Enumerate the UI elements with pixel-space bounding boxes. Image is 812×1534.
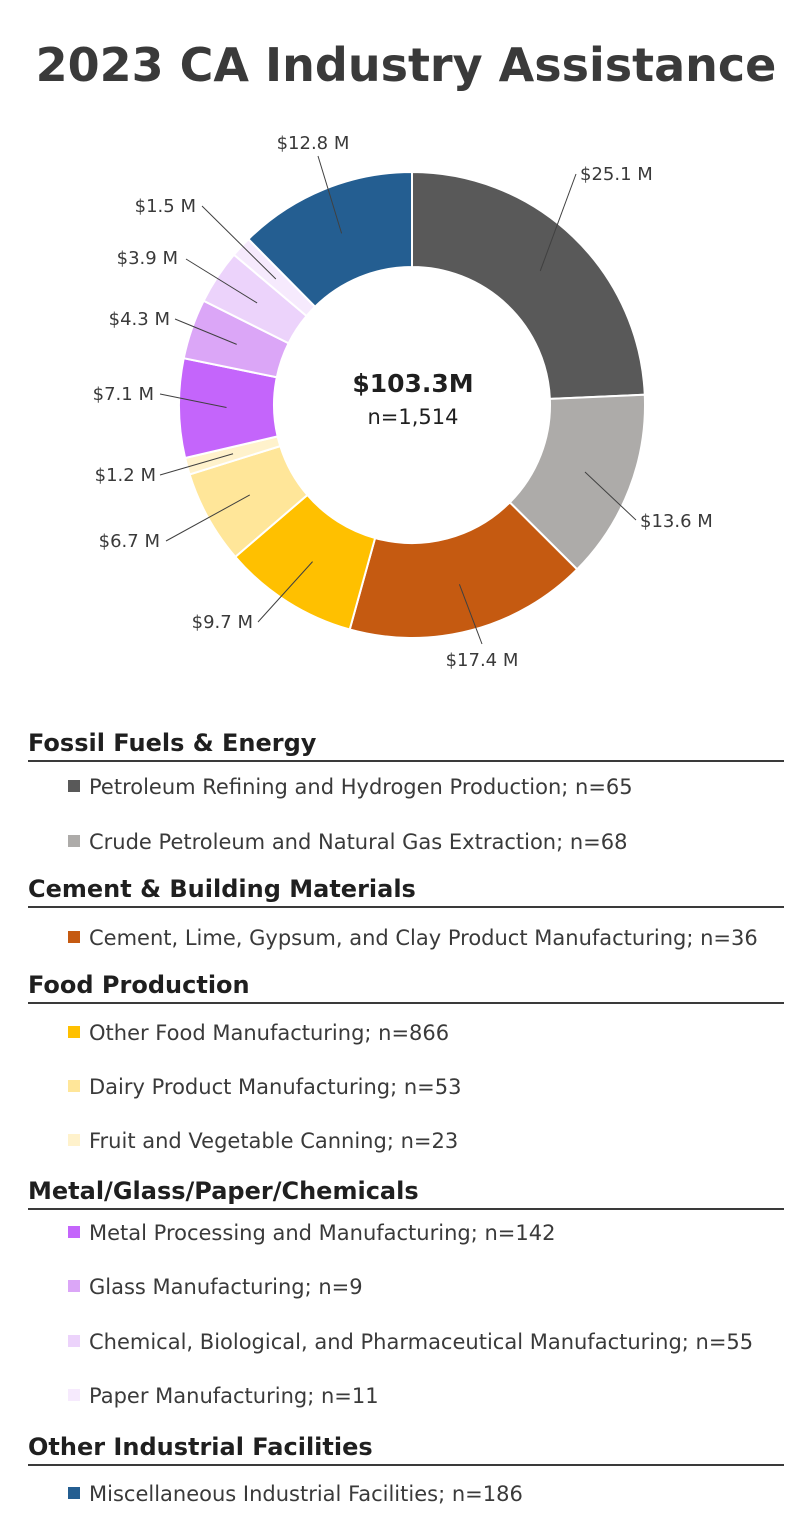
leader-line-paper: [201, 205, 277, 280]
slice-label-crude-extraction: $13.6 M: [640, 511, 713, 532]
legend-item-label: Cement, Lime, Gypsum, and Clay Product M…: [89, 926, 758, 950]
legend-item-label: Glass Manufacturing; n=9: [89, 1275, 363, 1299]
donut-chart: $25.1 M $13.6 M $17.4 M $9.7 M $6.7 M $1.2 M $…: [93, 133, 713, 671]
legend-group-heading: Cement & Building Materials: [28, 874, 784, 908]
legend-item-label: Miscellaneous Industrial Facilities; n=1…: [89, 1482, 523, 1506]
slice-label-paper: $1.5 M: [135, 196, 196, 217]
slice-label-glass: $4.3 M: [109, 309, 170, 330]
leader-line-crude-extraction: [584, 471, 637, 521]
legend-swatch: [68, 1280, 80, 1292]
slice-label-misc: $12.8 M: [277, 133, 350, 154]
legend-item-label: Petroleum Refining and Hydrogen Producti…: [89, 775, 633, 799]
slice-misc: [246, 170, 413, 309]
legend-swatch: [68, 1389, 80, 1401]
leader-line-dairy: [165, 494, 251, 542]
slice-petroleum-refining: [411, 170, 646, 400]
legend-item: Other Food Manufacturing; n=866: [68, 1020, 449, 1046]
legend-swatch: [68, 835, 80, 847]
leader-line-cement: [458, 584, 483, 645]
slice-label-metal: $7.1 M: [93, 384, 154, 405]
slice-label-fruit-veg: $1.2 M: [95, 465, 156, 486]
legend-group-heading: Food Production: [28, 970, 784, 1004]
leader-line-chemical: [185, 258, 258, 304]
slice-label-chemical: $3.9 M: [117, 248, 178, 269]
center-total: $103.3M: [352, 369, 473, 398]
legend-item-label: Chemical, Biological, and Pharmaceutical…: [89, 1330, 754, 1354]
legend-swatch: [68, 780, 80, 792]
slice-label-petroleum-refining: $25.1 M: [580, 164, 653, 185]
leader-line-misc: [317, 155, 343, 234]
leader-line-fruit-veg: [159, 453, 234, 476]
leader-line-metal: [159, 393, 227, 409]
legend-swatch: [68, 1335, 80, 1347]
chart-title: 2023 CA Industry Assistance: [35, 38, 777, 92]
legend-swatch: [68, 1026, 80, 1038]
legend-swatch: [68, 1487, 80, 1499]
legend-item-label: Paper Manufacturing; n=11: [89, 1384, 379, 1408]
leader-line-petroleum-refining: [539, 173, 577, 272]
slice-cement: [348, 500, 579, 639]
slice-label-cement: $17.4 M: [446, 650, 519, 671]
legend-swatch: [68, 1080, 80, 1092]
legend-item-label: Other Food Manufacturing; n=866: [89, 1021, 450, 1045]
legend-item: Cement, Lime, Gypsum, and Clay Product M…: [68, 925, 758, 951]
slice-label-dairy: $6.7 M: [99, 531, 160, 552]
legend-item-label: Dairy Product Manufacturing; n=53: [89, 1075, 462, 1099]
legend-item-label: Crude Petroleum and Natural Gas Extracti…: [89, 830, 628, 854]
legend-item: Fruit and Vegetable Canning; n=23: [68, 1128, 458, 1154]
legend-item-label: Metal Processing and Manufacturing; n=14…: [89, 1221, 556, 1245]
legend-group-heading: Metal/Glass/Paper/Chemicals: [28, 1176, 784, 1210]
legend-item: Chemical, Biological, and Pharmaceutical…: [68, 1329, 753, 1355]
legend-swatch: [68, 1226, 80, 1238]
legend-swatch: [68, 931, 80, 943]
legend-item: Glass Manufacturing; n=9: [68, 1274, 363, 1300]
legend-item: Metal Processing and Manufacturing; n=14…: [68, 1220, 555, 1246]
leader-line-other-food: [257, 561, 313, 623]
leader-line-glass: [174, 318, 237, 345]
legend-item: Petroleum Refining and Hydrogen Producti…: [68, 774, 633, 800]
legend-group-heading: Fossil Fuels & Energy: [28, 728, 784, 762]
slice-label-other-food: $9.7 M: [192, 612, 253, 633]
legend-item: Miscellaneous Industrial Facilities; n=1…: [68, 1481, 523, 1507]
legend-item: Paper Manufacturing; n=11: [68, 1383, 379, 1409]
legend-item-label: Fruit and Vegetable Canning; n=23: [89, 1129, 459, 1153]
legend-item: Dairy Product Manufacturing; n=53: [68, 1074, 461, 1100]
center-count: n=1,514: [367, 405, 458, 429]
legend-item: Crude Petroleum and Natural Gas Extracti…: [68, 829, 627, 855]
legend-swatch: [68, 1134, 80, 1146]
legend-group-heading: Other Industrial Facilities: [28, 1432, 784, 1466]
